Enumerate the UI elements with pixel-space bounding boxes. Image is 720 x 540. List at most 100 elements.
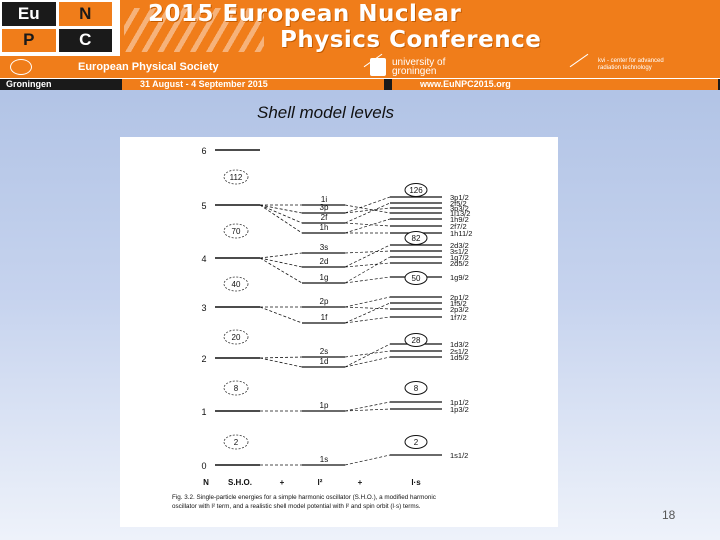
column-label: S.H.O.: [228, 478, 252, 487]
ls-magic-ellipse: [404, 435, 428, 449]
ls-magic-number: 50: [412, 274, 421, 283]
connector-line: [344, 356, 391, 368]
ls-level-label: 2f5/2: [450, 199, 467, 208]
city-label: Groningen: [6, 79, 52, 89]
ls-level-label: 1p1/2: [450, 398, 469, 407]
ls-level-label: 1f7/2: [450, 313, 467, 322]
connector-line: [344, 454, 391, 466]
connector-line: [344, 202, 391, 224]
logo-letter: Eu: [2, 2, 56, 26]
connector-line: [344, 244, 391, 268]
connector-line: [344, 276, 391, 284]
column-label: N: [203, 478, 209, 487]
crest-icon: [370, 58, 386, 76]
date-segment: [122, 79, 384, 90]
connector-line: [259, 306, 303, 324]
university-sponsor: university of groningen: [370, 57, 446, 77]
column-label: +: [280, 478, 285, 487]
column-label: l²: [318, 478, 323, 487]
sho-level-n: 4: [201, 254, 206, 264]
l2-level-label: 1f: [321, 313, 328, 322]
ls-magic-number: 28: [412, 336, 421, 345]
ls-level-label: 1d5/2: [450, 353, 469, 362]
ls-magic-ellipse: [404, 271, 428, 285]
connector-line: [344, 218, 391, 234]
ls-level-label: 2s1/2: [450, 347, 468, 356]
stripes-decoration: [124, 8, 264, 52]
ls-level-label: 2d5/2: [450, 259, 469, 268]
sho-level-n: 3: [201, 303, 206, 313]
sho-level-n: 5: [201, 201, 206, 211]
ls-level-label: 3s1/2: [450, 247, 468, 256]
l2-level-label: 2p: [320, 297, 329, 306]
ls-level-label: 1g7/2: [450, 253, 469, 262]
sho-level-n: 0: [201, 461, 206, 471]
connector-line: [344, 302, 391, 324]
ls-level-label: 2d3/2: [450, 241, 469, 250]
sho-magic-ellipse: [223, 169, 249, 185]
ls-level-label: 3p1/2: [450, 193, 469, 202]
l2-level-label: 1p: [320, 401, 329, 410]
ls-magic-ellipse: [404, 231, 428, 245]
page-number: 18: [662, 508, 676, 522]
connector-line: [344, 250, 391, 254]
shell-model-figure: 6 112 5 70 4 40 3 20 2 8 1 2 0 1i 3p 2f 1h 3s 2d 1g 2p 1f 2s 1d…: [120, 137, 558, 527]
globe-icon: [10, 59, 32, 75]
level-diagram: 6112570440320281201i3p2f1h3s2d1g2p1f2s1d…: [172, 146, 472, 510]
l2-level-label: 3s: [320, 243, 328, 252]
connector-line: [344, 316, 391, 324]
connector-line: [344, 222, 391, 227]
slide-title: Shell model levels: [257, 103, 395, 122]
ls-level-label: 2p1/2: [450, 293, 469, 302]
ls-magic-number: 8: [414, 384, 419, 393]
ls-level-label: 1i13/2: [450, 209, 470, 218]
ls-magic-number: 82: [412, 234, 421, 243]
sho-magic-ellipse: [223, 380, 249, 396]
ls-magic-number: 2: [414, 438, 419, 447]
sho-magic-number: 2: [234, 438, 239, 447]
conference-banner: Eu N P C 2015 European Nuclear Physics C…: [0, 0, 720, 90]
l2-level-label: 2d: [320, 257, 329, 266]
eps-sponsor: European Physical Society: [10, 59, 219, 75]
ls-level-label: 1h11/2: [450, 229, 472, 238]
ls-magic-ellipse: [404, 381, 428, 395]
eunpc-logo: Eu N P C: [2, 2, 112, 52]
conference-title: 2015 European Nuclear Physics Conference: [120, 0, 720, 56]
ls-magic-ellipse: [404, 333, 428, 347]
sho-magic-ellipse: [223, 434, 249, 450]
connector-line: [344, 207, 391, 214]
ls-level-label: 3p3/2: [450, 204, 469, 213]
connector-line: [259, 204, 303, 214]
connector-line: [259, 204, 303, 234]
sho-magic-ellipse: [223, 329, 249, 345]
l2-level-label: 1s: [320, 455, 328, 464]
date-bar: Groningen 31 August - 4 September 2015 w…: [0, 79, 720, 90]
connector-line: [259, 257, 303, 268]
connector-line: [344, 296, 391, 308]
connector-line: [344, 401, 391, 412]
sho-level-n: 2: [201, 354, 206, 364]
column-label: l·s: [411, 478, 421, 487]
connector-line: [344, 408, 391, 412]
l2-level-label: 2f: [321, 213, 328, 222]
sponsor-bar: European Physical Society university of …: [0, 53, 720, 78]
sho-magic-number: 8: [234, 384, 239, 393]
logo-letter: P: [2, 28, 56, 52]
dates-label: 31 August - 4 September 2015: [140, 79, 268, 89]
l2-level-label: 1h: [320, 223, 329, 232]
university-line1: university of: [392, 57, 446, 68]
kvi-sponsor: kvi - center for advanced radiation tech…: [598, 58, 716, 72]
l2-level-label: 2s: [320, 347, 328, 356]
website-link[interactable]: www.EuNPC2015.org: [420, 79, 511, 89]
ls-level-label: 1f5/2: [450, 299, 467, 308]
sho-magic-number: 20: [232, 333, 241, 342]
connector-line: [259, 356, 303, 359]
column-label: +: [358, 478, 363, 487]
connector-line: [344, 306, 391, 310]
connector-line: [259, 252, 303, 259]
connector-line: [344, 350, 391, 358]
l2-level-label: 1i: [321, 195, 327, 204]
connector-line: [344, 343, 391, 368]
connector-line: [344, 256, 391, 284]
website-segment: [392, 79, 718, 90]
